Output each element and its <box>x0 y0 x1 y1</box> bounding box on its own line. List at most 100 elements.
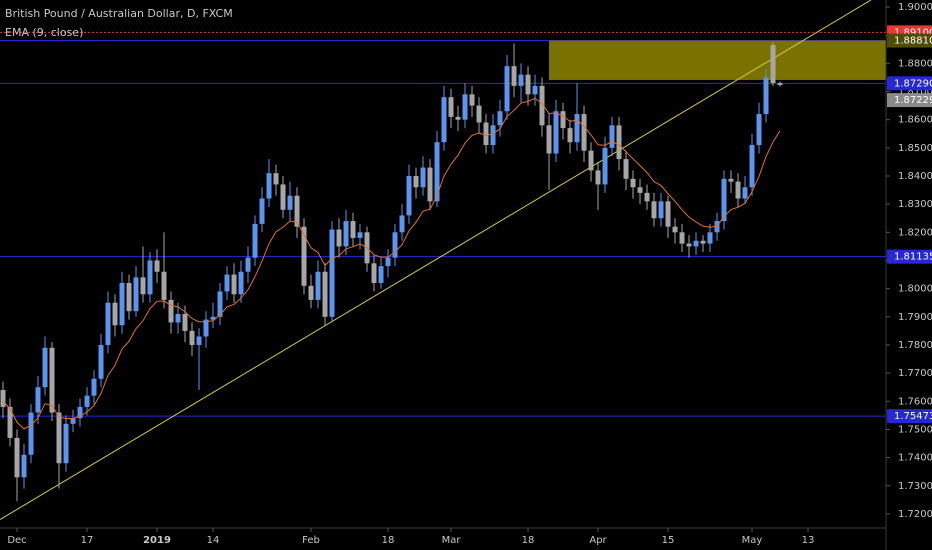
candle-body <box>343 221 349 247</box>
candle-body <box>259 198 265 224</box>
chart-title: British Pound / Australian Dollar, D, FX… <box>5 7 233 20</box>
axes: 1.72000 1.73000 1.74000 1.75000 1.76000 1.770… <box>7 2 932 546</box>
candle-body <box>434 142 440 202</box>
x-tick-label: Feb <box>302 535 320 546</box>
candle-body <box>189 330 195 345</box>
candle-body <box>770 45 776 84</box>
candle-body <box>483 122 489 146</box>
x-tick-label: 2019 <box>143 535 171 546</box>
candle-body <box>49 347 55 413</box>
candle-body <box>644 192 650 202</box>
candle-body <box>665 201 671 227</box>
y-tick-label: 1.79000 <box>898 312 932 323</box>
candle-body <box>182 313 188 331</box>
plot-area <box>0 0 886 520</box>
y-tick-label: 1.87000 <box>898 87 932 98</box>
candle-body <box>126 283 132 312</box>
candle-body <box>763 77 769 115</box>
candle-body <box>637 187 643 193</box>
candle-body <box>455 116 461 120</box>
candle-body <box>112 302 118 326</box>
candle-body <box>210 316 216 320</box>
y-tick-label: 1.74000 <box>898 453 932 464</box>
candle-body <box>273 173 279 185</box>
candle-body <box>777 83 783 86</box>
y-tick-label: 1.86000 <box>898 115 932 126</box>
price-tag <box>887 76 932 91</box>
candle-body <box>693 240 699 247</box>
candle-body <box>735 181 741 199</box>
candle-body <box>140 277 146 295</box>
candle-body <box>602 147 608 185</box>
y-tick-label: 1.77000 <box>898 368 932 379</box>
candle-body <box>315 271 321 300</box>
candle-body <box>266 173 272 199</box>
x-tick-label: Dec <box>7 535 26 546</box>
candle-body <box>476 105 482 123</box>
y-tick-label: 1.83000 <box>898 199 932 210</box>
last-price-label: 1.87229 <box>894 95 932 106</box>
trendline <box>0 0 872 520</box>
candle-body <box>609 125 615 148</box>
x-tick-label: May <box>742 535 763 546</box>
candle-body <box>742 187 748 199</box>
candle-body <box>679 232 685 244</box>
price-tag-label: 1.89100 <box>894 27 932 38</box>
candle-body <box>154 260 160 272</box>
x-tick-label: 14 <box>207 535 220 546</box>
candle-body <box>651 201 657 219</box>
candle-body <box>294 195 300 227</box>
candle-body <box>728 178 734 182</box>
candle-body <box>469 94 475 106</box>
candle-body <box>539 85 545 126</box>
candle-body <box>532 85 538 95</box>
y-tick-label: 1.78000 <box>898 340 932 351</box>
candle-body <box>196 336 202 345</box>
candle-body <box>0 390 6 407</box>
x-tick-label: 18 <box>382 535 395 546</box>
price-tag-label: 1.87290 <box>894 78 932 89</box>
candle-body <box>756 114 762 146</box>
candle-body <box>518 74 524 86</box>
candle-body <box>497 111 503 126</box>
candle-body <box>203 319 209 337</box>
y-tick-label: 1.80000 <box>898 284 932 295</box>
candle-body <box>336 229 342 247</box>
last-price-tag <box>887 93 932 108</box>
candle-body <box>686 243 692 247</box>
candle-body <box>350 221 356 238</box>
candle-body <box>329 229 335 317</box>
candle-body <box>287 195 293 210</box>
candle-body <box>357 232 363 238</box>
candle-body <box>168 299 174 323</box>
candle-body <box>14 437 20 478</box>
candle-body <box>392 232 398 258</box>
candle-body <box>672 226 678 233</box>
y-tick-label: 1.75000 <box>898 424 932 435</box>
candle-body <box>700 240 706 244</box>
candle-body <box>441 97 447 143</box>
candle-body <box>42 347 48 388</box>
candle-body <box>280 184 286 210</box>
x-tick-label: 15 <box>662 535 675 546</box>
candle-body <box>35 387 41 413</box>
candle-body <box>56 412 62 464</box>
candle-body <box>427 167 433 202</box>
candle-body <box>546 125 552 154</box>
candle-body <box>147 260 153 295</box>
candle-body <box>371 263 377 284</box>
candle-body <box>378 266 384 284</box>
price-tag <box>887 33 932 48</box>
y-tick-label: 1.85000 <box>898 143 932 154</box>
candle-body <box>21 454 27 478</box>
candle-body <box>301 226 307 286</box>
price-tag-label: 1.75473 <box>894 411 932 422</box>
x-tick-label: 17 <box>81 535 94 546</box>
candle-body <box>630 178 636 188</box>
candle-body <box>574 114 580 143</box>
candle-body <box>553 111 559 154</box>
candle-body <box>595 170 601 185</box>
candle-body <box>462 94 468 120</box>
ema-line <box>2 97 781 430</box>
